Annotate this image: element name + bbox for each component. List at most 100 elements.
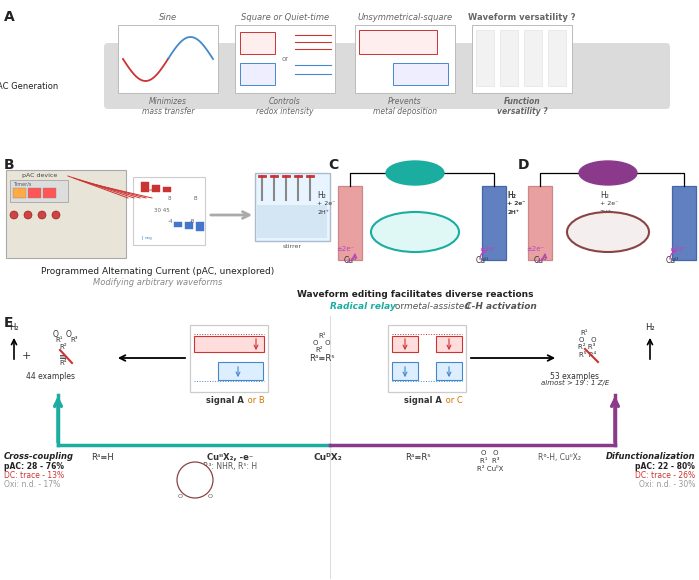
FancyBboxPatch shape	[257, 205, 327, 238]
Text: X: X	[193, 472, 197, 477]
Text: Waveform versatility ?: Waveform versatility ?	[468, 13, 576, 22]
Text: ±2e⁻: ±2e⁻	[526, 246, 544, 252]
FancyBboxPatch shape	[524, 30, 542, 86]
Text: D: D	[518, 158, 530, 172]
Ellipse shape	[371, 212, 459, 252]
Text: pAC device: pAC device	[22, 173, 57, 178]
Circle shape	[10, 211, 18, 219]
FancyBboxPatch shape	[528, 186, 552, 260]
Text: or: or	[392, 302, 407, 311]
Text: R²: R²	[315, 347, 323, 353]
Text: ≡: ≡	[59, 352, 67, 362]
FancyBboxPatch shape	[218, 362, 263, 380]
Text: Cross-coupling: Cross-coupling	[4, 452, 74, 461]
Text: R⁵ R⁴: R⁵ R⁴	[579, 352, 597, 358]
FancyBboxPatch shape	[133, 177, 205, 245]
Text: Cu⁰: Cu⁰	[533, 256, 547, 265]
FancyBboxPatch shape	[28, 188, 41, 198]
Text: R-H: R-H	[408, 230, 421, 238]
Text: 2H⁺: 2H⁺	[600, 210, 612, 215]
Text: H₂: H₂	[317, 191, 326, 200]
Text: Minimizes
mass transfer: Minimizes mass transfer	[142, 97, 194, 117]
Text: or C: or C	[443, 396, 463, 405]
Text: Cuᴵᴵ: Cuᴵᴵ	[665, 256, 679, 265]
Text: R² R³: R² R³	[578, 344, 596, 350]
Text: signal A: signal A	[404, 396, 442, 405]
FancyBboxPatch shape	[500, 30, 518, 86]
Circle shape	[38, 211, 46, 219]
Text: metal-assisted: metal-assisted	[404, 302, 473, 311]
Text: R³: R³	[70, 337, 78, 343]
Text: DC: trace - 26%: DC: trace - 26%	[635, 471, 695, 480]
Text: Function
versatility ?: Function versatility ?	[497, 97, 547, 117]
Circle shape	[24, 211, 32, 219]
FancyBboxPatch shape	[10, 180, 68, 202]
Ellipse shape	[579, 161, 637, 185]
FancyBboxPatch shape	[436, 362, 462, 380]
Text: 44 examples: 44 examples	[25, 372, 75, 381]
Text: pAC: 28 - 76%: pAC: 28 - 76%	[4, 462, 64, 471]
FancyBboxPatch shape	[185, 222, 193, 229]
Text: R⁶-H, CuᴵᴵX₂: R⁶-H, CuᴵᴵX₂	[538, 453, 582, 462]
FancyBboxPatch shape	[240, 32, 275, 54]
FancyBboxPatch shape	[194, 336, 264, 352]
Text: O   O: O O	[579, 337, 597, 343]
FancyBboxPatch shape	[392, 336, 418, 352]
Text: R³: NHR, R⁵: H: R³: NHR, R⁵: H	[203, 462, 257, 471]
Text: H₂: H₂	[9, 323, 19, 332]
FancyBboxPatch shape	[13, 188, 26, 198]
Text: 8: 8	[168, 196, 171, 201]
FancyBboxPatch shape	[104, 43, 670, 109]
Text: or: or	[282, 56, 289, 62]
Text: R¹  R³: R¹ R³	[480, 458, 500, 464]
Text: O: O	[178, 494, 182, 499]
FancyBboxPatch shape	[392, 362, 418, 380]
Text: +: +	[21, 351, 31, 361]
Text: Modifying arbitrary waveforms: Modifying arbitrary waveforms	[93, 278, 223, 287]
Text: -4: -4	[168, 219, 173, 224]
Text: R²: R²	[59, 344, 67, 350]
Text: Oxi: n.d. - 17%: Oxi: n.d. - 17%	[4, 480, 60, 489]
Text: Unsymmetrical-square: Unsymmetrical-square	[357, 13, 452, 22]
Text: C: C	[328, 158, 338, 172]
Circle shape	[177, 462, 213, 498]
Text: H₂: H₂	[507, 191, 516, 200]
Text: 2H⁺: 2H⁺	[507, 210, 519, 215]
Text: signal A: signal A	[206, 396, 244, 405]
Text: e⁻: e⁻	[421, 231, 429, 237]
Text: Cuᴵᴵ-R: Cuᴵᴵ-R	[598, 219, 619, 227]
Text: Cu: Cu	[190, 478, 200, 484]
Text: H₂: H₂	[600, 191, 609, 200]
Text: almost > 19 : 1 Z/E: almost > 19 : 1 Z/E	[541, 380, 609, 386]
Text: B: B	[193, 196, 196, 201]
Text: R¹: R¹	[318, 333, 326, 339]
Text: Oxi: n.d. - 30%: Oxi: n.d. - 30%	[639, 480, 695, 489]
Text: e⁻: e⁻	[401, 231, 409, 237]
FancyBboxPatch shape	[359, 30, 437, 54]
Text: Prevents
metal deposition: Prevents metal deposition	[373, 97, 437, 117]
FancyBboxPatch shape	[548, 30, 566, 86]
FancyBboxPatch shape	[472, 25, 572, 93]
Text: H₂: H₂	[645, 323, 655, 332]
Text: 53 examples: 53 examples	[551, 372, 600, 381]
Text: Difunctionalization: Difunctionalization	[605, 452, 695, 461]
Text: CuᴰX₂: CuᴰX₂	[314, 453, 343, 462]
FancyBboxPatch shape	[355, 25, 455, 93]
Text: 2H⁺: 2H⁺	[507, 210, 519, 215]
Text: 2H⁺: 2H⁺	[317, 210, 329, 215]
Text: DC: trace - 13%: DC: trace - 13%	[4, 471, 64, 480]
Text: Square or Quiet-time: Square or Quiet-time	[241, 13, 329, 22]
FancyBboxPatch shape	[141, 182, 149, 192]
FancyBboxPatch shape	[393, 63, 448, 85]
FancyBboxPatch shape	[240, 63, 275, 85]
FancyBboxPatch shape	[388, 325, 466, 392]
FancyBboxPatch shape	[196, 222, 204, 231]
FancyBboxPatch shape	[152, 185, 160, 192]
FancyBboxPatch shape	[338, 186, 362, 260]
Text: R¹: R¹	[55, 337, 62, 343]
FancyBboxPatch shape	[482, 186, 506, 260]
Text: [Cuᴵᴵ-R]•⁻: [Cuᴵᴵ-R]•⁻	[397, 219, 433, 227]
Text: + 2e⁻: + 2e⁻	[600, 201, 619, 206]
Text: R⁴≡H: R⁴≡H	[91, 453, 113, 462]
Text: A: A	[4, 10, 15, 24]
